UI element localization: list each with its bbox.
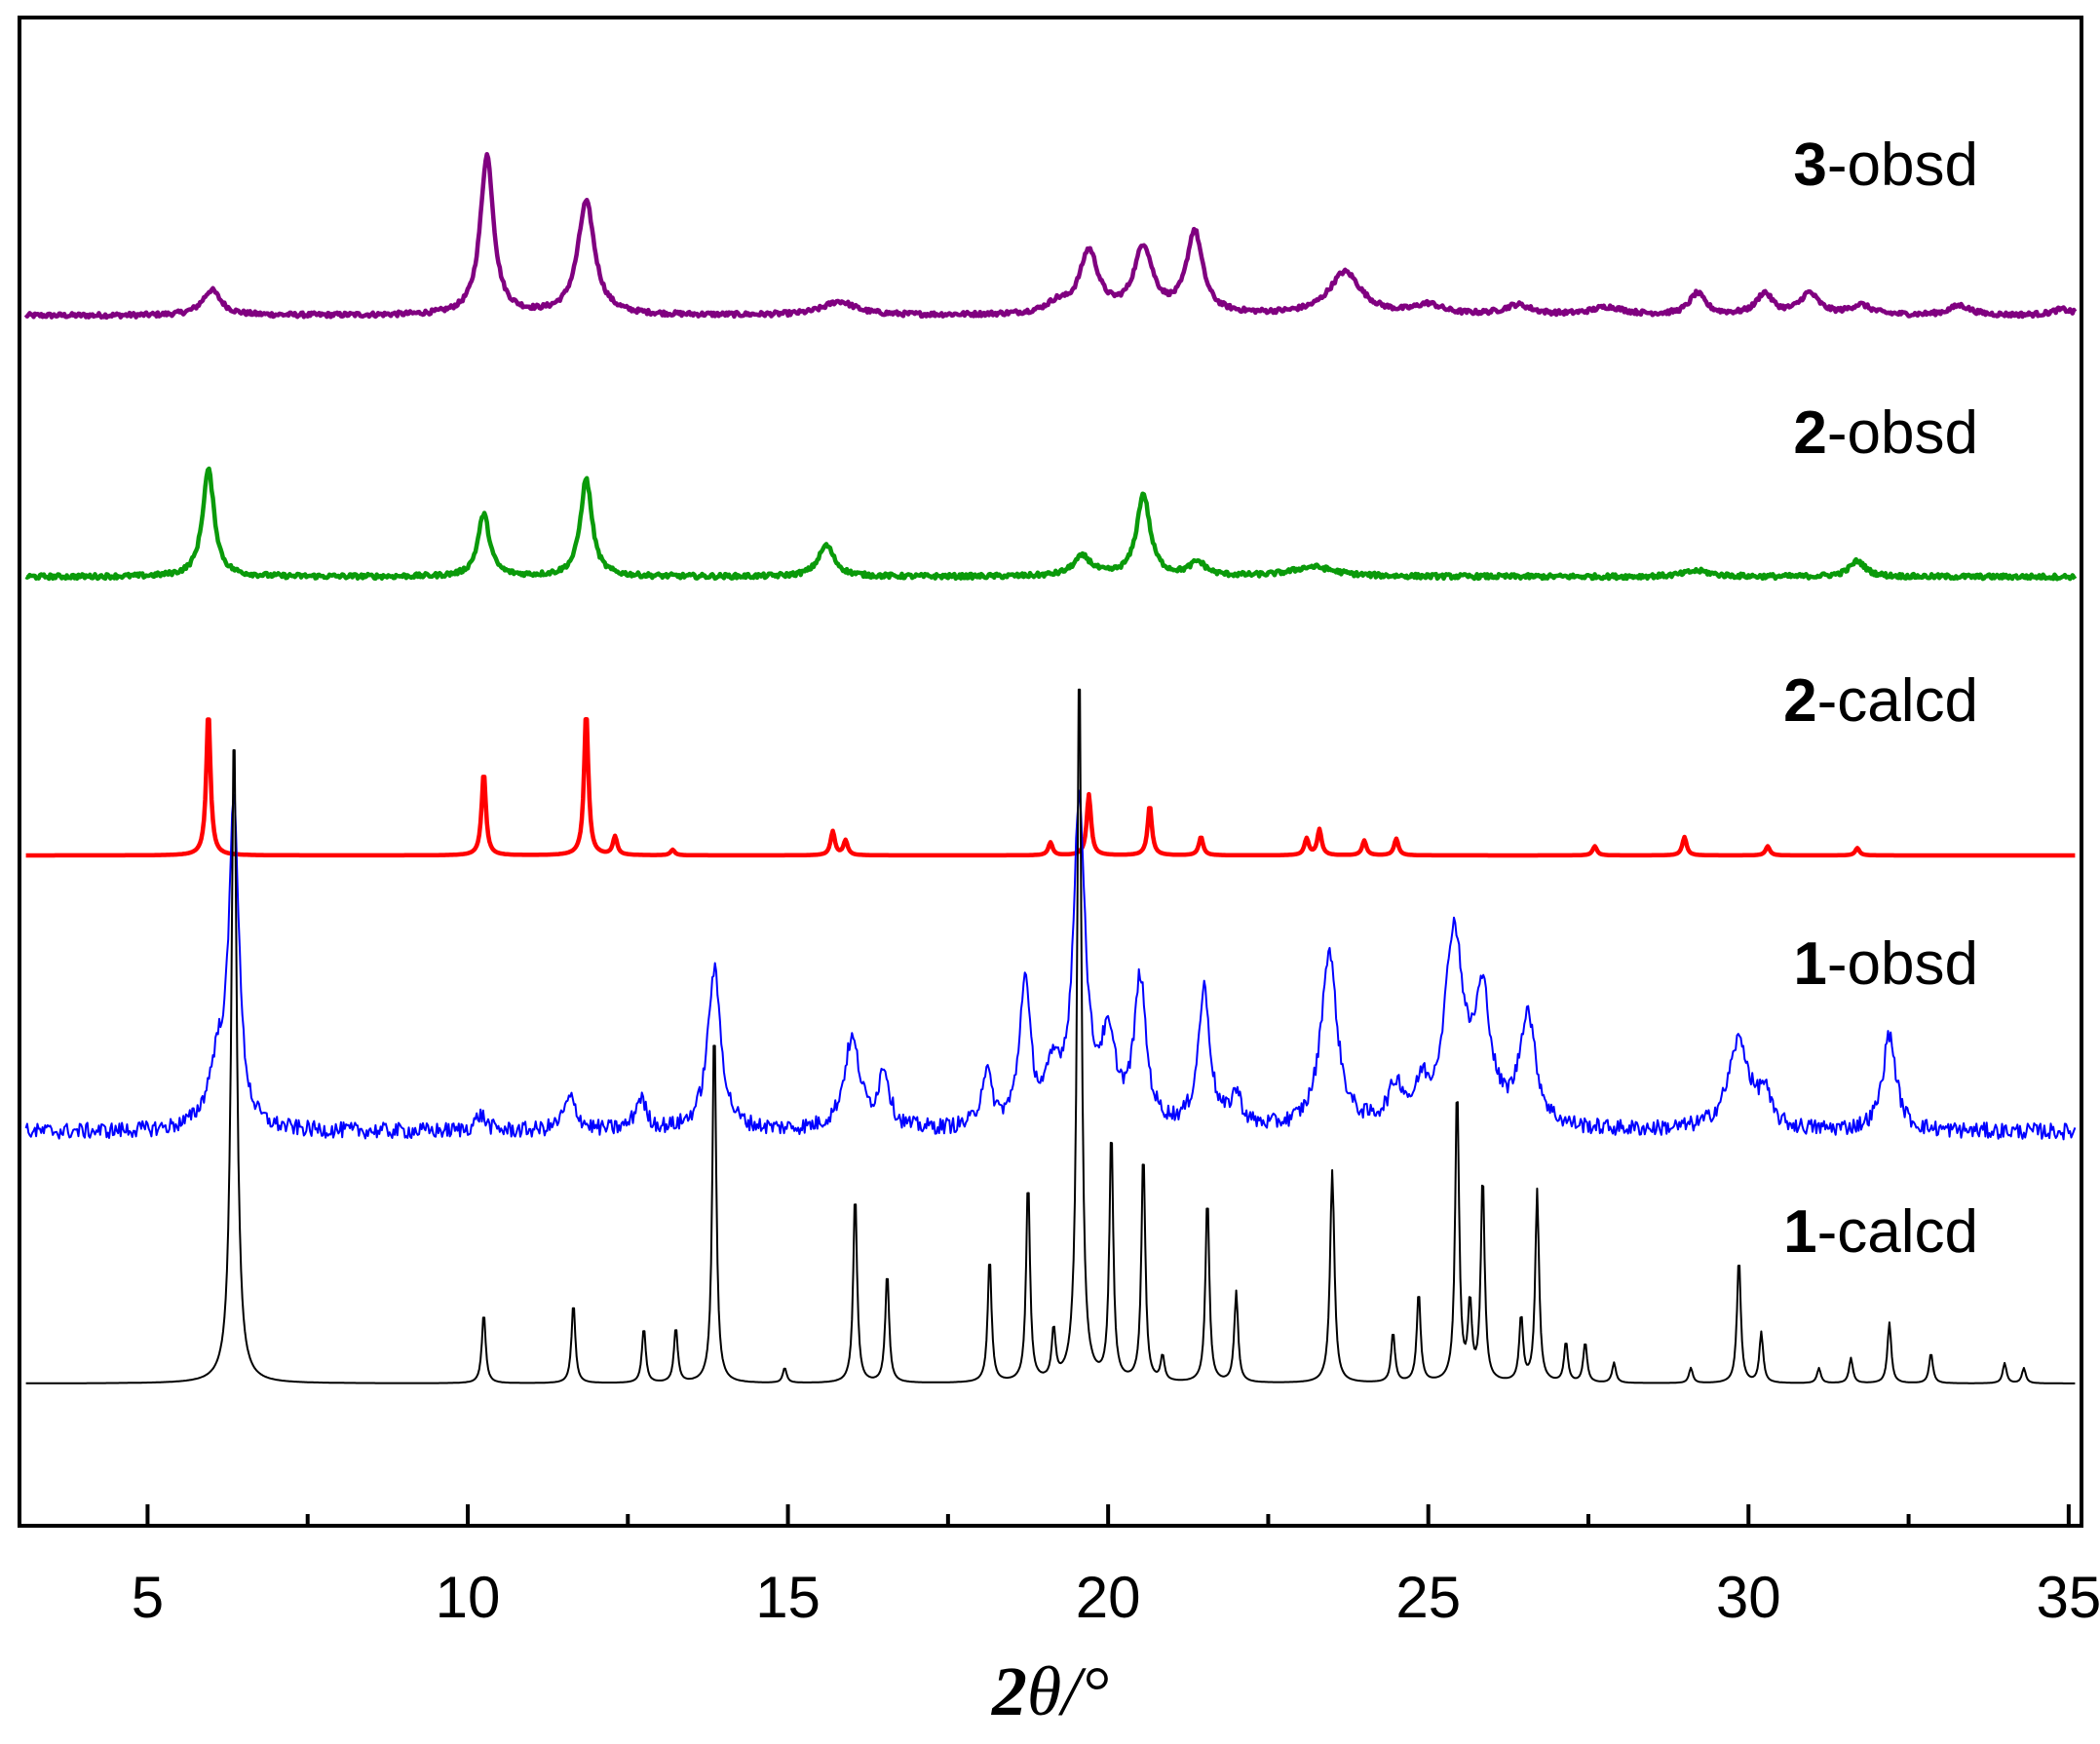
x-axis-label-theta: θ: [1027, 1652, 1061, 1730]
series-line-3-obsd: [23, 151, 2078, 321]
series-label-number: 3: [1793, 132, 1826, 199]
x-tick-label: 30: [1716, 1565, 1781, 1630]
x-tick-label: 35: [2036, 1565, 2100, 1630]
x-tick-label: 10: [436, 1565, 501, 1630]
x-axis-label: 2θ/°: [991, 1652, 1109, 1730]
series-label-number: 2: [1793, 399, 1826, 467]
series-label-suffix: -calcd: [1817, 667, 1978, 735]
series-label-2-calcd: 2-calcd: [1783, 667, 1978, 735]
x-tick-label: 5: [132, 1565, 164, 1630]
series-label-number: 2: [1783, 667, 1816, 735]
series-label-number: 1: [1783, 1198, 1816, 1266]
x-tick-label: 25: [1395, 1565, 1461, 1630]
series-label-1-obsd: 1-obsd: [1793, 930, 1978, 998]
x-tick-label: 20: [1076, 1565, 1141, 1630]
series-label-suffix: -obsd: [1827, 132, 1978, 199]
x-axis-label-suffix: /°: [1057, 1652, 1109, 1730]
series-label-suffix: -obsd: [1827, 399, 1978, 467]
series-line-2-obsd: [24, 466, 2078, 582]
x-axis: 5 10 15 20 25 30 35: [132, 1504, 2100, 1630]
series-label-3-obsd: 3-obsd: [1793, 132, 1978, 199]
x-tick-label: 15: [755, 1565, 821, 1630]
series-label-1-calcd: 1-calcd: [1783, 1198, 1978, 1266]
series-label-2-obsd: 2-obsd: [1793, 399, 1978, 467]
series-label-suffix: -obsd: [1827, 930, 1978, 998]
series-line-2-calcd: [24, 717, 2077, 858]
series-layer: [23, 151, 2078, 1384]
series-label-suffix: -calcd: [1817, 1198, 1978, 1266]
series-line-1-obsd: [24, 789, 2077, 1141]
series-label-number: 1: [1793, 930, 1826, 998]
x-axis-label-prefix: 2: [991, 1652, 1027, 1730]
plot-frame: [18, 16, 2083, 1528]
series-line-1-calcd: [25, 688, 2076, 1384]
